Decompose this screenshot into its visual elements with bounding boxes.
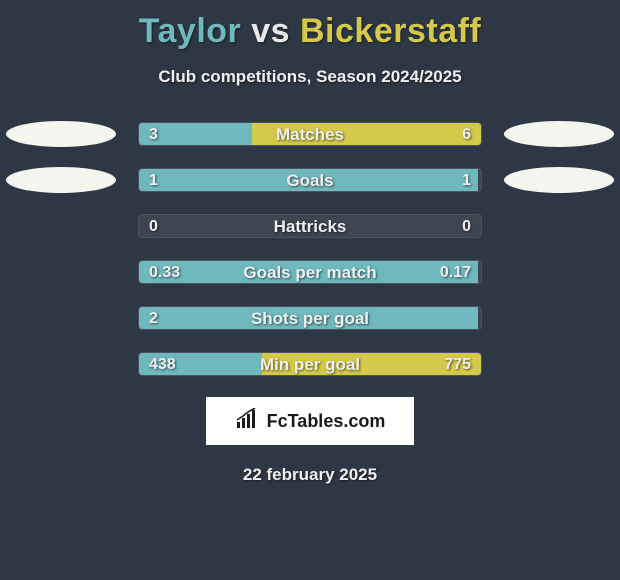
brand-box: FcTables.com [206, 397, 414, 445]
player-right-badge [504, 167, 614, 193]
player-left-badge [6, 167, 116, 193]
stat-row: 11Goals [0, 167, 620, 193]
stat-bar: 00Hattricks [138, 214, 482, 238]
stat-row: 2Shots per goal [0, 305, 620, 331]
stat-label: Goals [139, 169, 481, 191]
stat-bar: 36Matches [138, 122, 482, 146]
date-label: 22 february 2025 [0, 465, 620, 485]
title-vs: vs [251, 12, 290, 50]
brand-text: FcTables.com [267, 411, 386, 432]
stat-label: Min per goal [139, 353, 481, 375]
stat-bar: 0.330.17Goals per match [138, 260, 482, 284]
stat-bar: 2Shots per goal [138, 306, 482, 330]
chart-icon [235, 408, 261, 435]
stat-row: 00Hattricks [0, 213, 620, 239]
player-right-badge [504, 121, 614, 147]
stat-bar: 11Goals [138, 168, 482, 192]
stat-label: Shots per goal [139, 307, 481, 329]
player-left-name: Taylor [139, 12, 242, 50]
subtitle: Club competitions, Season 2024/2025 [0, 67, 620, 87]
stat-row: 36Matches [0, 121, 620, 147]
stat-row: 438775Min per goal [0, 351, 620, 377]
player-right-name: Bickerstaff [300, 12, 481, 50]
player-left-badge [6, 121, 116, 147]
stat-bar: 438775Min per goal [138, 352, 482, 376]
page-title: Taylor vs Bickerstaff [0, 0, 620, 51]
stat-label: Hattricks [139, 215, 481, 237]
stat-label: Matches [139, 123, 481, 145]
stats-container: 36Matches 11Goals 00Hattricks 0.330.17Goals… [0, 121, 620, 377]
stat-label: Goals per match [139, 261, 481, 283]
stat-row: 0.330.17Goals per match [0, 259, 620, 285]
